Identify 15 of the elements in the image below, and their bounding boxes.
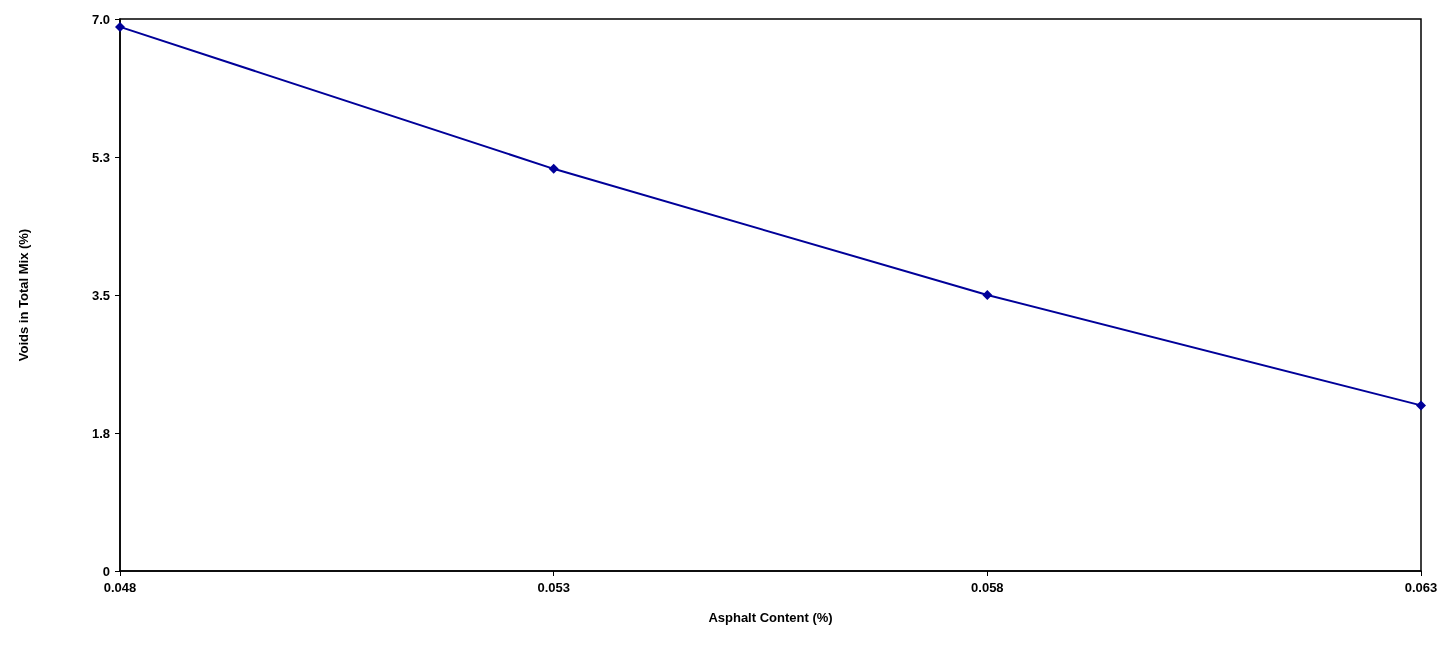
- y-tick-label: 7.0: [91, 11, 110, 27]
- x-tick-label: 0.058: [971, 580, 1004, 595]
- point: [982, 290, 993, 300]
- x-tick-label: 0.048: [103, 580, 137, 595]
- y-tick-label: 3.5: [91, 287, 110, 303]
- x-axis-title: Asphalt Content (%): [708, 610, 833, 625]
- point: [1416, 400, 1426, 411]
- y-tick-label: 1.8: [91, 425, 110, 441]
- x-tick-label: 0.053: [537, 580, 570, 595]
- y-axis-title: Voids in Total Mix (%): [16, 228, 31, 362]
- y-tick-label: 0: [102, 563, 110, 579]
- point: [548, 163, 559, 174]
- y-tick-label: 5.3: [91, 149, 110, 165]
- point: [115, 21, 125, 32]
- x-tick-label: 0.063: [1404, 580, 1438, 595]
